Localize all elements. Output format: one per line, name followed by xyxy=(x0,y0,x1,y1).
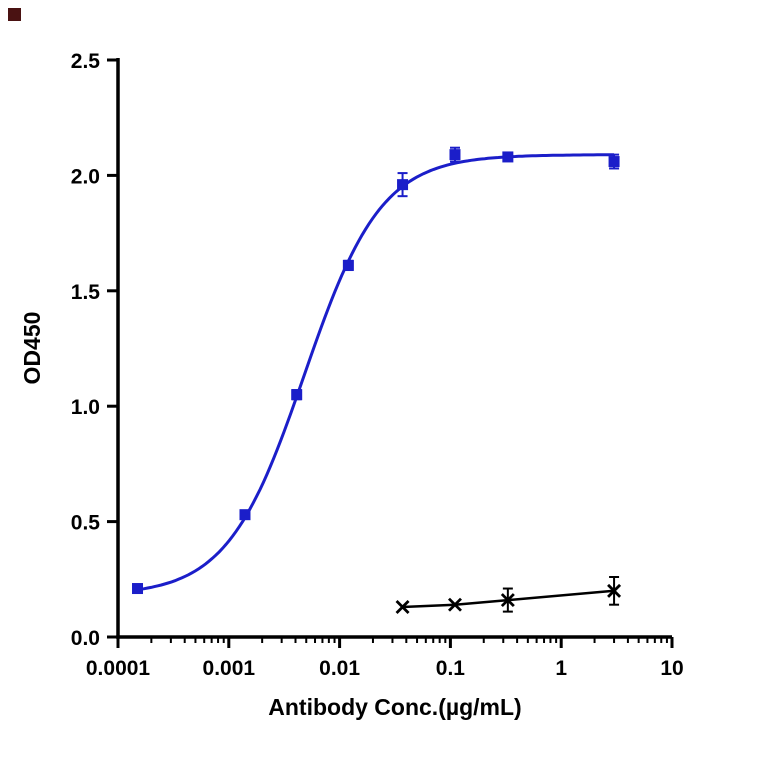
x-axis-title: Antibody Conc.(µg/mL) xyxy=(268,694,522,720)
y-tick-label: 1.0 xyxy=(71,396,100,419)
x-tick-label: 0.001 xyxy=(203,657,256,680)
corner-mark xyxy=(8,8,21,21)
square-marker xyxy=(449,149,461,161)
square-marker xyxy=(291,389,303,401)
square-marker xyxy=(132,583,144,595)
fit-curve xyxy=(137,153,615,592)
x-tick-label: 0.01 xyxy=(319,657,360,680)
square-marker xyxy=(342,259,354,271)
series-line xyxy=(402,589,615,609)
x-tick-label: 0.1 xyxy=(436,657,466,680)
square-marker xyxy=(608,156,620,168)
x-marker xyxy=(395,600,410,614)
y-tick-label: 2.5 xyxy=(71,50,101,73)
x-marker xyxy=(607,583,622,598)
x-marker xyxy=(500,593,515,608)
square-marker xyxy=(239,509,251,521)
x-tick-label: 0.0001 xyxy=(86,657,151,680)
square-marker xyxy=(502,151,514,163)
x-marker xyxy=(447,597,462,612)
x-tick-label: 1 xyxy=(555,657,567,680)
y-tick-label: 0.5 xyxy=(71,512,101,535)
x-tick-label: 10 xyxy=(660,657,683,680)
y-tick-label: 0.0 xyxy=(71,627,100,650)
y-axis-title: OD450 xyxy=(19,311,45,385)
square-marker xyxy=(397,179,409,191)
y-tick-label: 1.5 xyxy=(71,281,101,304)
y-tick-label: 2.0 xyxy=(71,165,100,188)
